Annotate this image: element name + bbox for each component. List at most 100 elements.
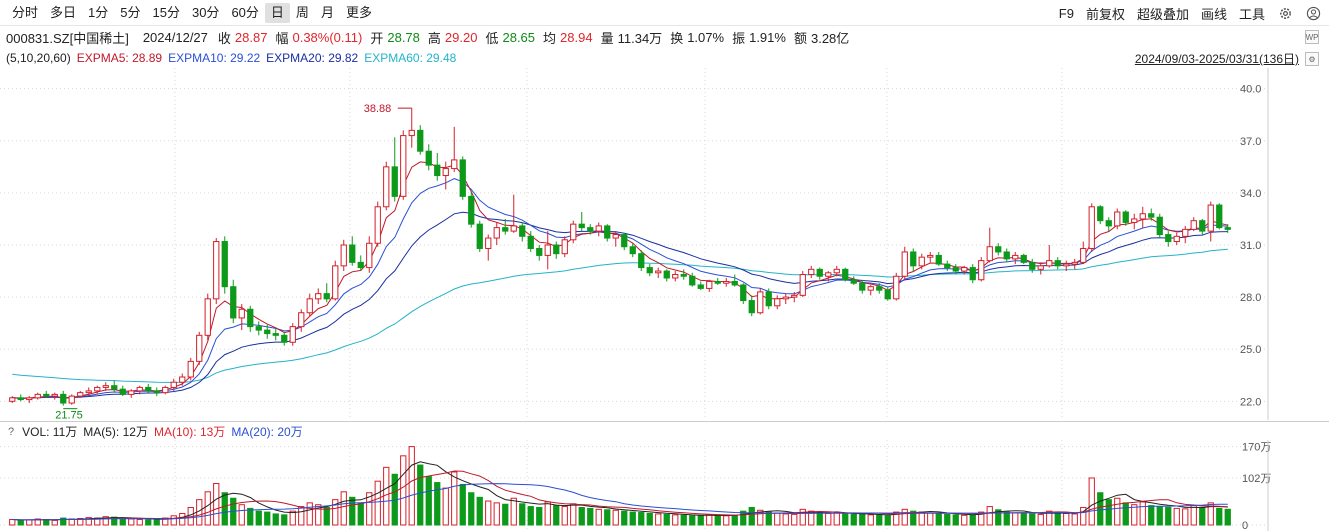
- candlestick-chart[interactable]: 40.0 37.0 34.0 31.0 28.0 25.0 22.0 38.88 21.75: [0, 68, 1329, 420]
- volume-bar: [876, 514, 883, 526]
- candle: [153, 387, 160, 397]
- volume-bar: [986, 506, 993, 526]
- candle: [910, 248, 917, 272]
- period-tab-3[interactable]: 5分: [120, 4, 141, 20]
- volume-bar: [697, 515, 704, 526]
- open-value: 28.78: [387, 29, 420, 45]
- volume-bar: [153, 518, 160, 526]
- candle: [26, 396, 33, 404]
- candle: [706, 279, 713, 292]
- candle: [332, 260, 339, 301]
- tool-item-1[interactable]: 前复权: [1085, 6, 1125, 22]
- candle: [723, 278, 730, 287]
- volume-bar: [1037, 513, 1044, 526]
- candle: [349, 236, 356, 266]
- volume-bar: [485, 500, 492, 526]
- candle: [1182, 225, 1189, 244]
- volume-bar: [595, 508, 602, 526]
- volume-legend: ? VOL: 11万 MA(5): 12万 MA(10): 13万 MA(20)…: [0, 421, 1329, 441]
- candle: [536, 245, 543, 261]
- expma20-label: EXPMA20: 29.82: [266, 51, 359, 65]
- candle: [740, 283, 747, 305]
- period-tab-6[interactable]: 60分: [231, 4, 259, 20]
- candle: [893, 272, 900, 301]
- volume-bar: [247, 507, 254, 526]
- wp-icon[interactable]: WP: [1305, 30, 1319, 44]
- candle: [442, 161, 449, 190]
- volume-bar: [281, 514, 288, 526]
- volume-bar: [323, 506, 330, 526]
- volume-bar: [731, 514, 738, 526]
- period-tab-0[interactable]: 分时: [12, 4, 39, 20]
- tool-item-0[interactable]: F9: [1058, 5, 1074, 21]
- volume-bar: [1012, 512, 1019, 526]
- candle: [230, 279, 237, 324]
- period-tab-10[interactable]: 更多: [345, 4, 372, 20]
- candle: [808, 265, 815, 278]
- period-tab-1[interactable]: 多日: [50, 4, 77, 20]
- volume-bar: [1207, 502, 1214, 526]
- period-tab-2[interactable]: 1分: [88, 4, 109, 20]
- candle: [213, 238, 220, 305]
- volume-chart[interactable]: 170万 102万 0: [0, 440, 1329, 531]
- candle: [179, 373, 186, 386]
- volume-bar: [1148, 505, 1155, 526]
- candle: [689, 272, 696, 287]
- volume-bar: [689, 515, 696, 526]
- period-tab-5[interactable]: 30分: [191, 4, 220, 20]
- candle: [357, 255, 364, 272]
- candle: [578, 212, 585, 232]
- volume-bar: [663, 513, 670, 526]
- volume-bar: [867, 514, 874, 526]
- gear-icon[interactable]: [1277, 5, 1293, 21]
- volume-bar: [238, 504, 245, 526]
- candle: [1029, 258, 1036, 273]
- candle: [391, 137, 398, 202]
- volume-bar: [723, 515, 730, 526]
- period-tab-7[interactable]: 日: [264, 2, 290, 23]
- date-range[interactable]: 2024/09/03-2025/03/31(136日): [1134, 52, 1299, 66]
- volume-bar: [1156, 506, 1163, 526]
- candle: [425, 144, 432, 171]
- candle: [94, 385, 101, 395]
- candle: [1156, 213, 1163, 239]
- vol-tick-label: 170万: [1242, 442, 1271, 454]
- volume-bar: [842, 513, 849, 526]
- expma-params[interactable]: (5,10,20,60): [6, 51, 71, 65]
- candle: [468, 191, 475, 228]
- candle: [170, 378, 177, 391]
- period-tab-8[interactable]: 周: [295, 4, 309, 20]
- volume-bar: [544, 501, 551, 526]
- close-label: 收: [217, 30, 231, 46]
- tool-item-3[interactable]: 画线: [1200, 6, 1227, 22]
- candle: [621, 232, 628, 251]
- tool-item-4[interactable]: 工具: [1238, 6, 1265, 22]
- volume-bar: [213, 483, 220, 526]
- period-tab-4[interactable]: 15分: [152, 4, 180, 20]
- avatar-icon[interactable]: [1305, 5, 1321, 21]
- period-tab-9[interactable]: 月: [320, 4, 334, 20]
- volume-bar: [893, 511, 900, 526]
- candle: [1046, 245, 1053, 268]
- tool-item-2[interactable]: 超级叠加: [1136, 6, 1189, 22]
- expma10-line: [12, 178, 1228, 399]
- stock-code[interactable]: 000831.SZ[中国稀土]: [6, 30, 129, 46]
- volume-bar: [43, 518, 50, 526]
- volume-bar: [51, 519, 58, 526]
- volume-bar: [1139, 501, 1146, 526]
- volume-bar: [578, 506, 585, 526]
- candle: [714, 278, 721, 285]
- candle: [315, 288, 322, 305]
- help-icon[interactable]: ?: [8, 425, 15, 438]
- candle: [1216, 203, 1223, 230]
- candle: [612, 231, 619, 247]
- expma60-line: [12, 248, 1228, 383]
- gear-small-icon[interactable]: ⚙: [1305, 52, 1319, 66]
- vol-ma5-label: MA(5): 12万: [83, 425, 148, 439]
- candle: [502, 218, 509, 235]
- candle: [459, 156, 466, 200]
- candle: [77, 390, 84, 398]
- expma10-label: EXPMA10: 29.22: [168, 51, 261, 65]
- candle: [451, 126, 458, 173]
- volume-bar: [442, 487, 449, 526]
